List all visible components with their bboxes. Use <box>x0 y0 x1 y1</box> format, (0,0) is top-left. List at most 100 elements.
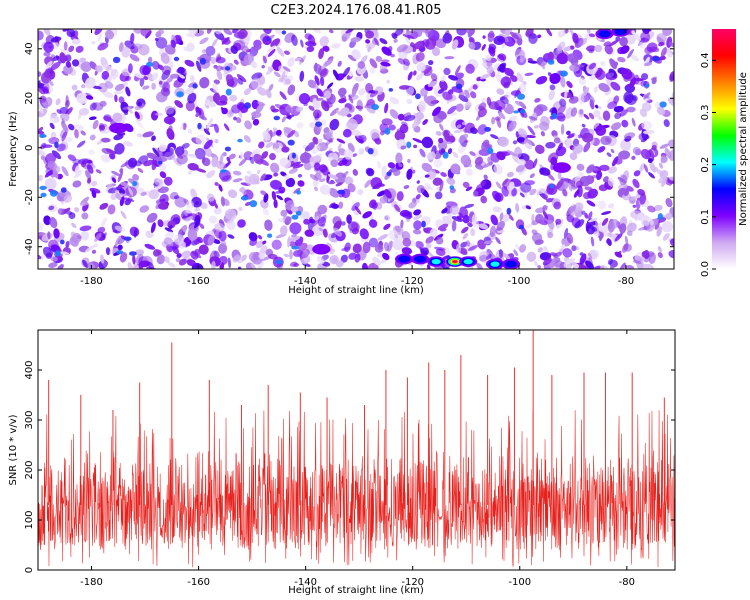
heatmap-cell <box>134 160 142 167</box>
heatmap-cell <box>509 31 520 40</box>
heatmap-cell <box>454 65 461 76</box>
heatmap-cell <box>100 217 108 228</box>
heatmap-cell <box>57 208 64 215</box>
heatmap-cell <box>619 262 626 269</box>
heatmap-cell <box>194 218 200 229</box>
heatmap-cell <box>535 75 548 85</box>
heatmap-cell <box>100 137 111 143</box>
heatmap-cell <box>290 161 302 167</box>
heatmap-cell <box>631 30 636 35</box>
heatmap-cell <box>178 74 186 79</box>
heatmap-cell <box>525 205 532 210</box>
heatmap-cell <box>300 39 304 48</box>
heatmap-peak <box>312 243 331 255</box>
heatmap-cell <box>387 240 393 252</box>
heatmap-cell <box>348 71 353 77</box>
heatmap-cell <box>215 65 223 72</box>
heatmap-cell <box>509 124 513 128</box>
heatmap-cell <box>586 200 596 207</box>
heatmap-cell <box>573 263 580 269</box>
heatmap-cell <box>646 224 655 232</box>
heatmap-cell <box>262 240 267 245</box>
heatmap-cell <box>658 177 666 184</box>
heatmap-cell <box>147 56 153 63</box>
heatmap-cell <box>232 170 242 176</box>
y-tick-label: 0 <box>24 145 35 151</box>
heatmap-cell <box>85 95 94 100</box>
heatmap-cell <box>194 147 206 160</box>
heatmap-cell <box>173 234 184 246</box>
heatmap-cell <box>495 71 502 82</box>
heatmap-cell <box>142 85 150 90</box>
colorbar-label: Normalized spectral amplitude <box>738 72 749 226</box>
heatmap-cell <box>455 103 464 112</box>
heatmap-cell <box>93 243 98 248</box>
heatmap-cell <box>350 37 361 43</box>
heatmap-cell <box>287 129 296 138</box>
heatmap-cell <box>352 227 359 235</box>
heatmap-cell <box>611 156 619 167</box>
heatmap-cell <box>431 35 437 46</box>
heatmap-cell <box>374 137 382 145</box>
heatmap-cell <box>163 176 173 186</box>
heatmap-cell <box>630 54 640 62</box>
heatmap-cell <box>283 126 291 134</box>
heatmap-cell <box>80 202 89 206</box>
heatmap-cell <box>294 57 302 62</box>
heatmap-cell <box>105 29 114 40</box>
heatmap-cell <box>214 138 219 144</box>
heatmap-cell <box>639 193 647 205</box>
heatmap-cell <box>513 110 519 114</box>
heatmap-cell <box>71 84 78 91</box>
heatmap-cell <box>368 237 379 248</box>
heatmap-cell <box>562 248 573 258</box>
heatmap-cell <box>204 101 212 109</box>
heatmap-cell <box>440 172 447 177</box>
heatmap-peak-contour <box>109 122 128 134</box>
heatmap-cell <box>241 254 247 262</box>
heatmap-cell <box>649 219 654 226</box>
heatmap-cell <box>154 112 163 116</box>
heatmap-cell <box>424 185 433 190</box>
heatmap-cell <box>406 141 412 149</box>
heatmap-cell <box>127 157 138 168</box>
heatmap-cell <box>163 115 176 125</box>
heatmap-cell <box>619 109 628 117</box>
heatmap-cell <box>49 122 55 130</box>
heatmap-cell <box>255 240 265 249</box>
heatmap-cell <box>589 249 600 259</box>
heatmap-cell <box>158 202 169 210</box>
heatmap-cell <box>485 54 492 62</box>
heatmap-cell <box>290 206 299 213</box>
heatmap-cell <box>330 159 339 168</box>
heatmap-cell <box>86 159 93 164</box>
heatmap-cell <box>207 235 215 246</box>
heatmap-cell <box>114 94 118 103</box>
heatmap-cell <box>456 83 463 90</box>
heatmap-cell <box>524 134 536 139</box>
heatmap-cell <box>459 206 469 219</box>
heatmap-cell <box>497 110 506 120</box>
heatmap-cell <box>583 87 590 96</box>
heatmap-cell <box>227 257 232 269</box>
heatmap-cell <box>665 212 673 220</box>
heatmap-cell <box>146 212 158 223</box>
heatmap-peak-contour <box>398 255 411 263</box>
heatmap-cell <box>556 178 564 189</box>
heatmap-cell <box>588 217 598 223</box>
heatmap-cell <box>554 260 563 268</box>
heatmap-cell <box>400 145 407 150</box>
heatmap-cell <box>440 75 446 82</box>
heatmap-cell <box>41 144 53 149</box>
heatmap-cell <box>425 236 434 244</box>
heatmap-cell <box>540 63 545 67</box>
heatmap-cell <box>147 261 155 269</box>
heatmap-cell <box>312 98 321 109</box>
heatmap-cell <box>157 219 164 228</box>
heatmap-cell <box>344 176 354 185</box>
heatmap-cell <box>570 45 575 50</box>
heatmap-cell <box>94 232 102 242</box>
heatmap-cell <box>384 102 389 114</box>
heatmap-cell <box>641 215 649 220</box>
heatmap-cell <box>478 148 490 157</box>
